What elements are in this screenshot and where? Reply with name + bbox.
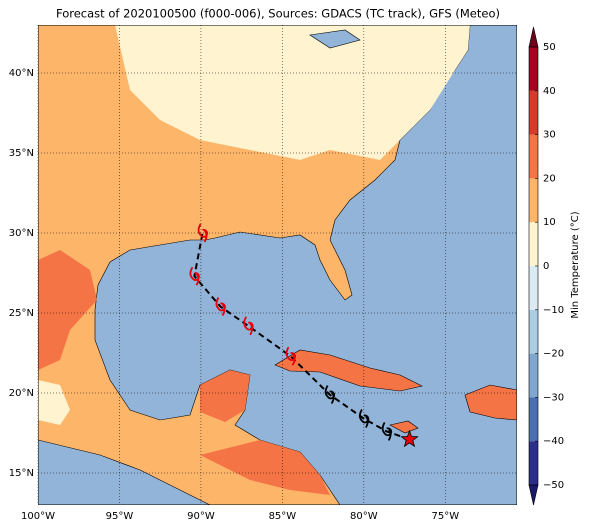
track-symbol — [285, 346, 296, 366]
colorbar-tick-label: −40 — [543, 436, 564, 447]
track-symbol — [197, 223, 208, 243]
colorbar-bin — [529, 222, 538, 266]
colorbar-bin — [529, 47, 538, 91]
land-hispaniola — [464, 384, 517, 421]
colorbar-tick-label: 20 — [543, 173, 556, 184]
y-tick-label: 25°N — [9, 308, 34, 319]
y-tick-label: 15°N — [9, 468, 34, 479]
colorbar-tick-label: 0 — [543, 261, 549, 272]
overlay: 100°W 95°W 90°W 85°W 80°W 75°W 15°N 20°N 25°N 30°… — [9, 25, 564, 522]
land-jamaica — [389, 420, 419, 434]
colorbar-under — [528, 484, 539, 506]
colorbar-tick-label: 40 — [543, 86, 556, 97]
track-symbol — [215, 297, 226, 317]
colorbar-tick-label: 30 — [543, 130, 556, 141]
colorbar-bin — [529, 441, 538, 485]
x-tick-label: 100°W — [21, 511, 55, 522]
track-symbol — [324, 385, 336, 405]
x-tick-label: 95°W — [106, 511, 134, 522]
x-tick-label: 75°W — [432, 511, 460, 522]
land-cuba — [274, 349, 423, 392]
colorbar-tick-label: 10 — [543, 217, 556, 228]
y-tick-label: 35°N — [9, 148, 34, 159]
colorbar-tick-label: −10 — [543, 305, 564, 316]
track-symbol — [243, 316, 254, 336]
map-area — [38, 25, 517, 505]
colorbar-bin — [529, 178, 538, 223]
colorbar-bin — [529, 353, 538, 398]
colorbar-bin — [529, 309, 538, 354]
map-title: Forecast of 2020100500 (f000-006), Sourc… — [56, 7, 500, 21]
land-warm-yucatan — [200, 370, 250, 422]
land-cool-north — [115, 25, 470, 160]
colorbar-bin — [529, 397, 538, 442]
y-tick-label: 40°N — [9, 68, 34, 79]
track-star — [400, 429, 419, 448]
y-tick-label: 20°N — [9, 388, 34, 399]
land-cool-mexico — [38, 380, 70, 425]
colorbar-tick-label: −20 — [543, 349, 564, 360]
colorbar-bin — [529, 90, 538, 135]
colorbar-tick-label: −30 — [543, 392, 564, 403]
colorbar-label: Min Temperature (°C) — [570, 211, 581, 318]
land-warm-mexico — [38, 250, 97, 370]
track-line — [193, 232, 410, 441]
colorbar-over — [528, 26, 539, 48]
track-symbol — [189, 266, 200, 286]
track-symbol — [358, 409, 370, 429]
lake — [309, 29, 361, 49]
colorbar-tick-label: −50 — [543, 480, 564, 491]
x-tick-label: 85°W — [269, 511, 297, 522]
track-symbol — [381, 421, 393, 441]
colorbar-bin — [529, 134, 538, 179]
colorbar-bin — [529, 266, 538, 310]
x-tick-label: 80°W — [350, 511, 378, 522]
colorbar-tick-label: 50 — [543, 42, 556, 53]
land-warm-central-america — [200, 440, 330, 495]
y-tick-label: 30°N — [9, 228, 34, 239]
x-tick-label: 90°W — [187, 511, 215, 522]
